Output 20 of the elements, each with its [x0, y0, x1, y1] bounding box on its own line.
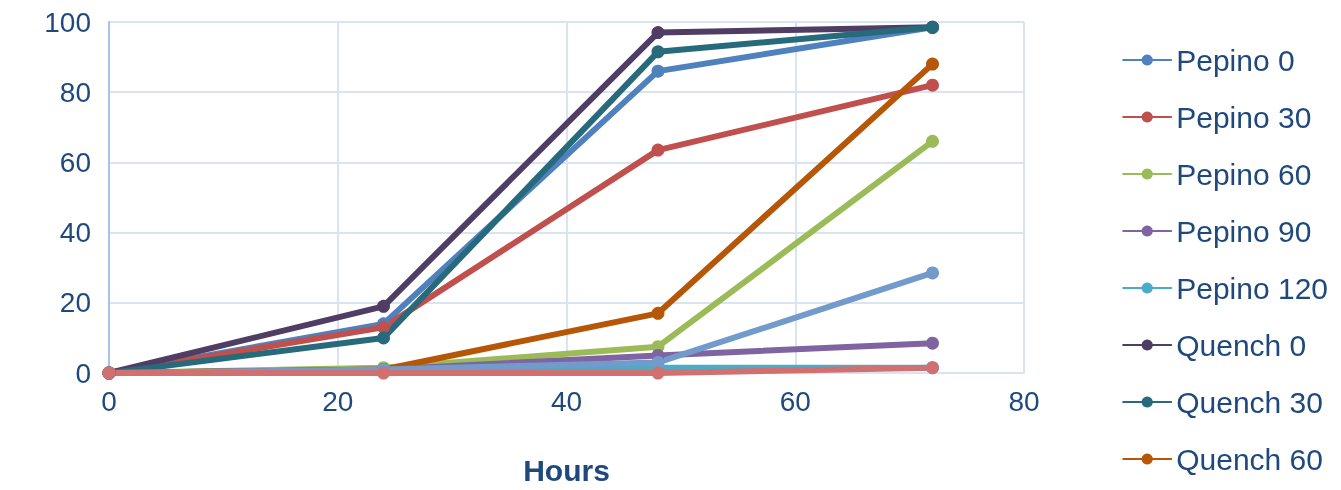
x-tick-label: 20	[322, 385, 354, 417]
x-axis-title: Hours	[523, 453, 610, 487]
y-tick-label: 60	[59, 146, 91, 178]
x-tick-label: 0	[101, 385, 117, 417]
legend-label: Pepino 90	[1176, 214, 1312, 248]
legend-label: Quench 0	[1176, 328, 1307, 362]
y-tick-label: 20	[59, 287, 91, 319]
legend-label: Quench 60	[1176, 442, 1323, 476]
legend-label: Quench 30	[1176, 385, 1323, 419]
x-tick-label: 40	[550, 385, 583, 417]
y-tick-label: 100	[44, 6, 91, 38]
legend-label: Pepino 60	[1176, 157, 1312, 191]
legend-label: Pepino 30	[1176, 100, 1312, 134]
x-tick-label: 60	[779, 385, 811, 417]
legend-label: Pepino 0	[1176, 43, 1295, 77]
x-tick-label: 80	[1008, 385, 1040, 417]
y-tick-label: 80	[59, 76, 91, 108]
legend-label: Pepino 120	[1176, 271, 1329, 305]
y-tick-label: 40	[59, 217, 91, 249]
y-tick-label: 0	[75, 357, 91, 389]
